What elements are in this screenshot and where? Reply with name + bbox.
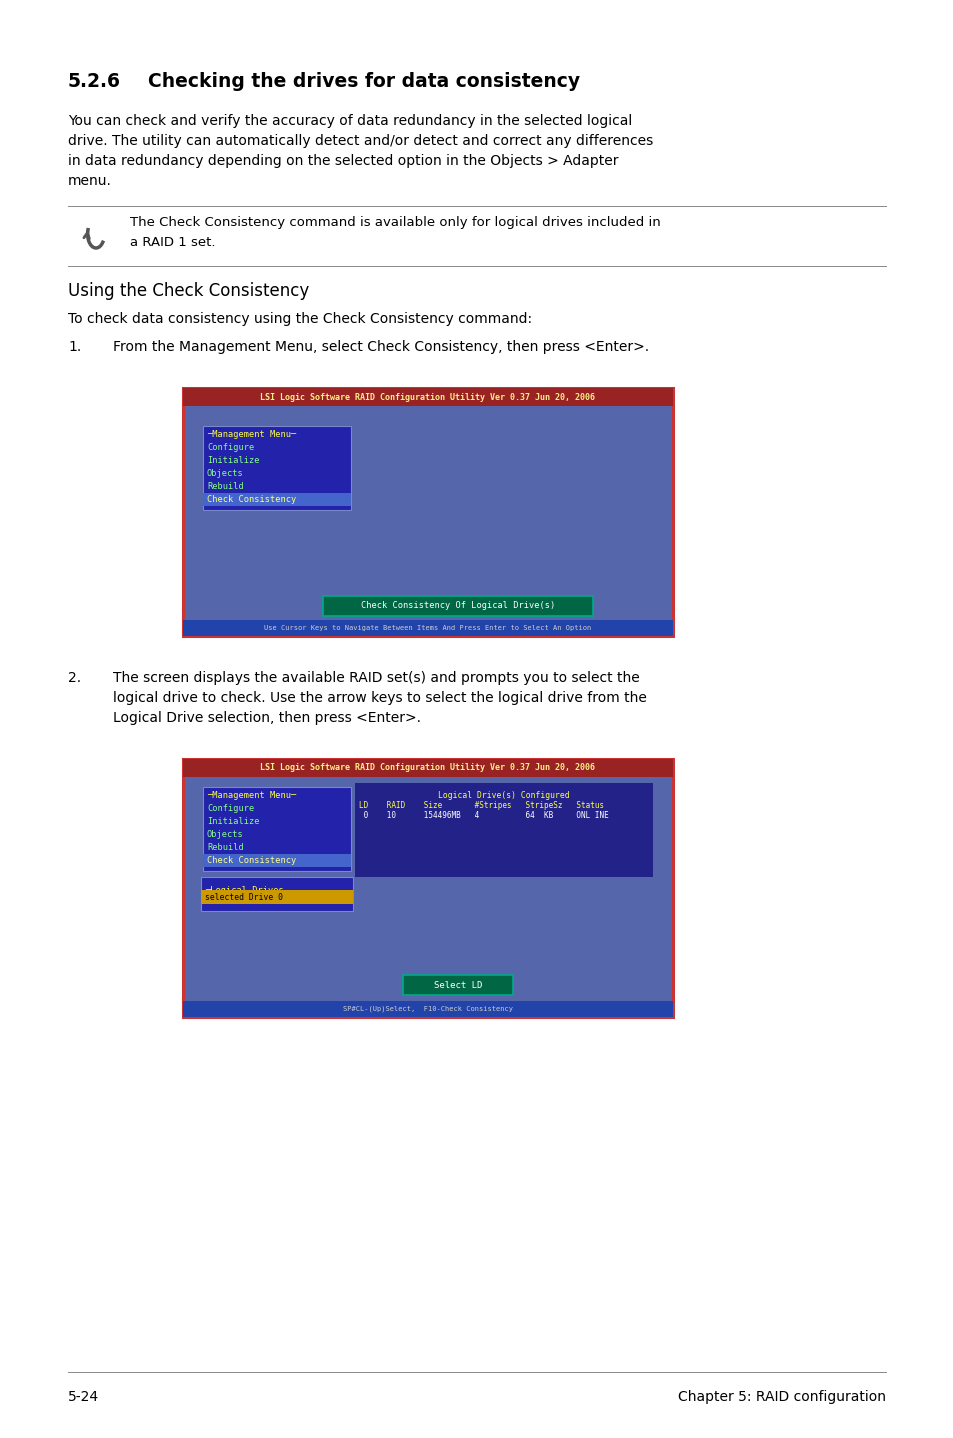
Bar: [183, 759, 672, 777]
Text: Logical Drive(s) Configured: Logical Drive(s) Configured: [437, 791, 569, 800]
Text: in data redundancy depending on the selected option in the Objects > Adapter: in data redundancy depending on the sele…: [68, 154, 618, 168]
Text: 2.: 2.: [68, 672, 81, 684]
Text: Check Consistency: Check Consistency: [207, 856, 296, 866]
Text: Configure: Configure: [207, 443, 254, 452]
Bar: [203, 493, 351, 506]
Bar: [355, 784, 652, 877]
Text: ─Management Menu─: ─Management Menu─: [207, 791, 296, 800]
Text: Objects: Objects: [207, 469, 244, 477]
Bar: [323, 595, 593, 615]
Text: selected Drive 0: selected Drive 0: [205, 893, 283, 902]
Bar: [201, 877, 353, 912]
Text: 5-24: 5-24: [68, 1391, 99, 1403]
Bar: [203, 787, 351, 871]
Text: LSI Logic Software RAID Configuration Utility Ver 0.37 Jun 20, 2006: LSI Logic Software RAID Configuration Ut…: [260, 393, 595, 401]
Text: The Check Consistency command is available only for logical drives included in: The Check Consistency command is availab…: [130, 216, 660, 229]
Text: The screen displays the available RAID set(s) and prompts you to select the: The screen displays the available RAID s…: [112, 672, 639, 684]
Text: a RAID 1 set.: a RAID 1 set.: [130, 236, 215, 249]
Text: logical drive to check. Use the arrow keys to select the logical drive from the: logical drive to check. Use the arrow ke…: [112, 692, 646, 705]
Text: Check Consistency: Check Consistency: [207, 495, 296, 503]
Text: Logical Drive selection, then press <Enter>.: Logical Drive selection, then press <Ent…: [112, 710, 420, 725]
Text: ─Logical Drives: ─Logical Drives: [205, 886, 283, 894]
Text: You can check and verify the accuracy of data redundancy in the selected logical: You can check and verify the accuracy of…: [68, 114, 632, 128]
Bar: [201, 890, 353, 905]
Bar: [183, 388, 672, 406]
Text: Chapter 5: RAID configuration: Chapter 5: RAID configuration: [678, 1391, 885, 1403]
Bar: [183, 388, 672, 636]
Text: Checking the drives for data consistency: Checking the drives for data consistency: [148, 72, 579, 91]
Text: Configure: Configure: [207, 804, 254, 812]
Text: ─Management Menu─: ─Management Menu─: [207, 430, 296, 439]
Text: Initialize: Initialize: [207, 817, 259, 825]
Text: Objects: Objects: [207, 830, 244, 838]
Text: LSI Logic Software RAID Configuration Utility Ver 0.37 Jun 20, 2006: LSI Logic Software RAID Configuration Ut…: [260, 764, 595, 772]
Text: LD    RAID    Size       #Stripes   StripeSz   Status: LD RAID Size #Stripes StripeSz Status: [358, 801, 603, 810]
Text: Rebuild: Rebuild: [207, 843, 244, 851]
Text: 1.: 1.: [68, 339, 81, 354]
Text: To check data consistency using the Check Consistency command:: To check data consistency using the Chec…: [68, 312, 532, 326]
Text: drive. The utility can automatically detect and/or detect and correct any differ: drive. The utility can automatically det…: [68, 134, 653, 148]
Text: menu.: menu.: [68, 174, 112, 188]
Text: From the Management Menu, select Check Consistency, then press <Enter>.: From the Management Menu, select Check C…: [112, 339, 648, 354]
Bar: [203, 426, 351, 510]
Text: SP#CL-(Up)Select,  F10-Check Consistency: SP#CL-(Up)Select, F10-Check Consistency: [343, 1005, 513, 1012]
Text: 0    10      154496MB   4          64  KB     ONL INE: 0 10 154496MB 4 64 KB ONL INE: [358, 811, 608, 820]
Bar: [203, 854, 351, 867]
Text: Select LD: Select LD: [434, 981, 481, 989]
Text: Check Consistency Of Logical Drive(s): Check Consistency Of Logical Drive(s): [360, 601, 555, 611]
Bar: [183, 1001, 672, 1017]
Text: Initialize: Initialize: [207, 456, 259, 464]
Text: Use Cursor Keys to Navigate Between Items And Press Enter to Select An Option: Use Cursor Keys to Navigate Between Item…: [264, 626, 591, 631]
Text: 5.2.6: 5.2.6: [68, 72, 121, 91]
Text: Using the Check Consistency: Using the Check Consistency: [68, 282, 309, 301]
Bar: [183, 620, 672, 636]
Text: Rebuild: Rebuild: [207, 482, 244, 490]
Bar: [402, 975, 513, 995]
Bar: [183, 759, 672, 1017]
